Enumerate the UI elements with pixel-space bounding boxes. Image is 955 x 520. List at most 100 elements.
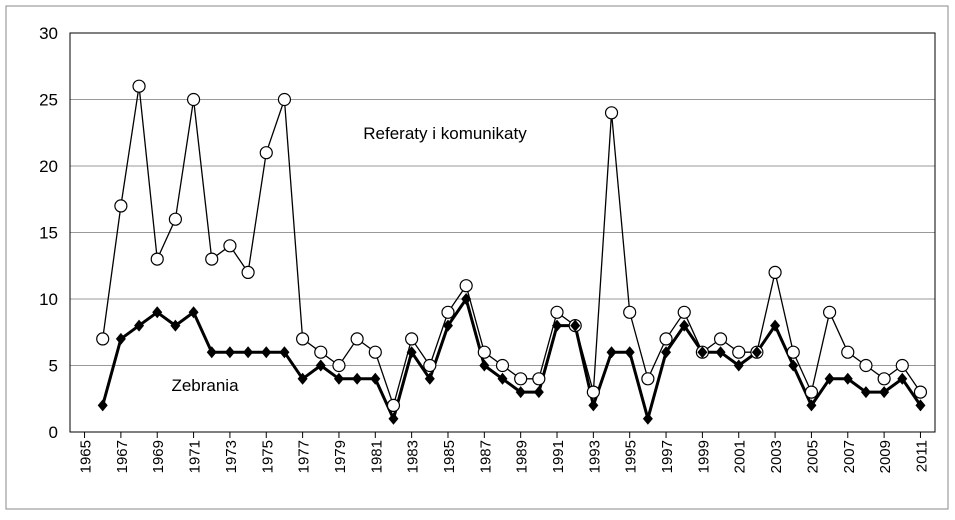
y-tick-label: 25 — [39, 91, 58, 110]
marker — [370, 372, 381, 385]
marker — [879, 386, 890, 399]
x-tick-label: 1981 — [368, 440, 385, 473]
x-tick-label: 1991 — [550, 440, 567, 473]
marker — [261, 346, 272, 359]
series-line — [101, 295, 922, 425]
plot-frame — [69, 32, 936, 433]
marker — [406, 346, 417, 359]
marker — [679, 319, 690, 332]
x-tick-label: 1965 — [78, 440, 95, 473]
x-tick-label: 1967 — [114, 440, 131, 473]
series-label: Zebrania — [171, 376, 239, 395]
marker — [424, 372, 435, 385]
marker — [96, 332, 110, 346]
marker — [661, 346, 672, 359]
y-tick-label: 5 — [49, 357, 58, 376]
series-label: Referaty i komunikaty — [363, 124, 527, 143]
marker — [205, 252, 219, 266]
marker — [841, 345, 855, 359]
marker — [823, 305, 837, 319]
marker — [806, 399, 817, 412]
x-tick-label: 1983 — [405, 440, 422, 473]
marker — [895, 358, 909, 373]
y-tick-label: 30 — [39, 24, 58, 43]
marker — [115, 332, 126, 345]
marker — [677, 305, 691, 319]
marker — [132, 79, 146, 93]
marker — [788, 359, 799, 372]
marker — [461, 293, 472, 305]
marker — [824, 372, 835, 385]
marker — [697, 346, 708, 359]
marker — [586, 385, 600, 399]
marker — [333, 372, 344, 385]
marker — [423, 358, 437, 373]
marker — [514, 372, 528, 386]
marker — [259, 146, 273, 160]
x-tick-label: 1975 — [259, 440, 276, 473]
marker — [552, 319, 563, 332]
marker — [277, 92, 292, 107]
x-tick-label: 1989 — [514, 440, 531, 473]
marker — [897, 372, 908, 385]
x-tick-label: 1973 — [223, 440, 240, 473]
marker — [477, 345, 491, 359]
marker — [479, 359, 490, 372]
marker — [188, 306, 199, 319]
marker — [604, 106, 619, 120]
marker — [732, 345, 746, 359]
x-tick-label: 2001 — [732, 440, 749, 473]
marker — [114, 199, 128, 213]
marker — [623, 305, 637, 319]
marker — [168, 212, 182, 226]
marker — [515, 386, 526, 399]
x-tick-label: 1985 — [441, 440, 458, 473]
marker — [459, 279, 473, 293]
x-tick-label: 2007 — [841, 440, 858, 473]
marker — [386, 398, 401, 412]
y-tick-label: 10 — [39, 290, 58, 309]
marker — [642, 412, 653, 425]
marker — [170, 319, 181, 332]
marker — [786, 345, 800, 359]
x-tick-label: 1993 — [586, 440, 603, 473]
y-tick-label: 20 — [39, 157, 58, 176]
marker — [570, 319, 581, 332]
marker — [877, 372, 891, 386]
marker — [134, 319, 145, 332]
chart-border — [5, 5, 949, 510]
marker — [860, 386, 871, 399]
y-tick-label: 15 — [39, 224, 58, 243]
x-tick-label: 1995 — [623, 440, 640, 473]
marker — [152, 306, 163, 319]
marker — [150, 252, 164, 266]
marker — [296, 332, 310, 346]
marker — [388, 412, 399, 425]
marker — [223, 239, 237, 253]
marker — [497, 372, 508, 385]
marker — [97, 399, 108, 412]
x-tick-label: 1999 — [695, 440, 712, 473]
series-line — [102, 86, 921, 408]
x-tick-label: 1969 — [150, 440, 167, 473]
marker — [243, 346, 254, 359]
marker — [224, 346, 235, 359]
x-tick-label: 1979 — [332, 440, 349, 473]
marker — [713, 332, 728, 346]
marker — [206, 346, 217, 359]
x-tick-label: 1987 — [477, 440, 494, 473]
marker — [314, 345, 328, 359]
marker — [588, 399, 599, 412]
marker — [405, 332, 419, 346]
marker — [241, 265, 255, 279]
marker — [550, 305, 564, 319]
marker — [606, 346, 617, 359]
x-tick-label: 2003 — [768, 440, 785, 473]
x-tick-label: 1997 — [659, 440, 676, 473]
marker — [533, 386, 544, 399]
x-tick-label: 1977 — [296, 440, 313, 473]
marker — [659, 332, 673, 346]
marker — [332, 358, 346, 373]
marker — [532, 372, 546, 386]
